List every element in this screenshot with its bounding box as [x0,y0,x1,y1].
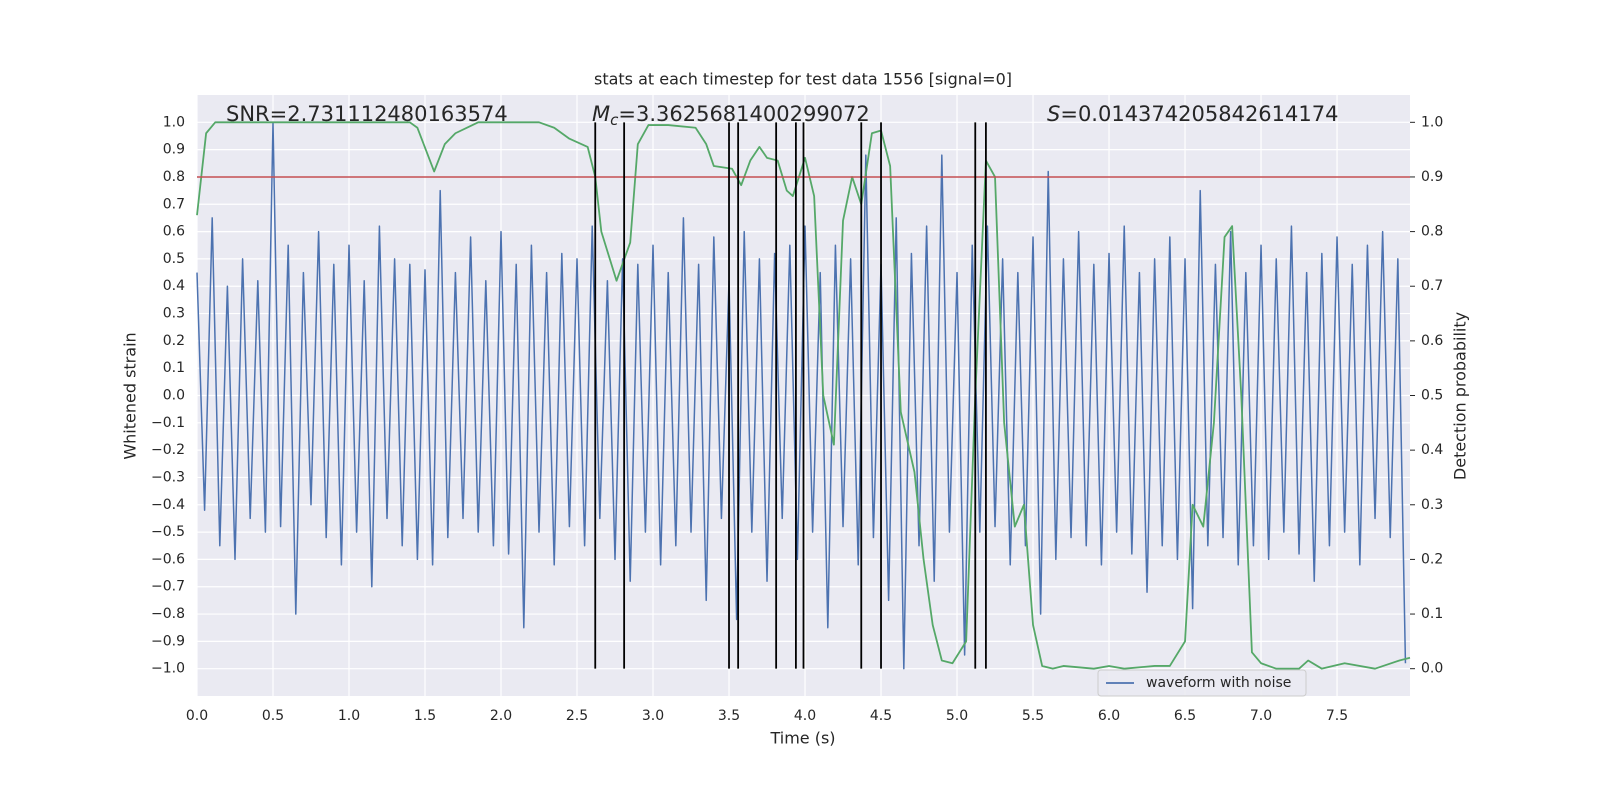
y2-tick-label: 0.9 [1421,169,1443,185]
legend: waveform with noise [1097,669,1307,697]
y-tick-label: −0.6 [151,551,185,567]
chart-title: stats at each timestep for test data 155… [594,70,1012,89]
y-tick-label: 0.9 [163,142,185,158]
x-tick-label: 5.5 [1022,708,1044,724]
y-tick-label: −0.4 [151,497,185,513]
annotation-text: =3.3625681400299072 [618,102,869,126]
y2-tick-label: 1.0 [1421,114,1443,130]
y2-tick-label: 0.0 [1421,661,1443,677]
x-tick-label: 1.0 [338,708,360,724]
y-tick-label: 0.6 [163,224,185,240]
annotation-subscript: c [610,111,619,129]
y-tick-label: −1.0 [151,661,185,677]
annotation: S=0.014374205842614174 [1047,102,1338,126]
y-tick-label: −0.3 [151,469,185,485]
annotation-symbol: M [592,102,610,126]
y2-tick-label: 0.6 [1421,333,1443,349]
y-tick-label: 1.0 [163,114,185,130]
y-tick-label: 0.1 [163,360,185,376]
annotation-symbol: S [1047,102,1060,126]
y-tick-label: −0.1 [151,415,185,431]
x-tick-label: 2.0 [490,708,512,724]
x-tick-label: 3.5 [718,708,740,724]
x-tick-label: 6.0 [1098,708,1120,724]
y-tick-label: −0.7 [151,579,185,595]
annotation: Mc=3.3625681400299072 [592,102,870,129]
annotation: SNR=2.731112480163574 [226,102,508,126]
x-tick-label: 5.0 [946,708,968,724]
y-tick-label: 0.0 [163,388,185,404]
x-tick-label: 1.5 [414,708,436,724]
legend-box [1097,669,1307,697]
y-tick-label: 0.7 [163,196,185,212]
y2-tick-label: 0.7 [1421,278,1443,294]
x-axis-label: Time (s) [769,729,835,748]
x-tick-label: 4.5 [870,708,892,724]
y2-tick-label: 0.4 [1421,442,1443,458]
y-tick-label: 0.3 [163,306,185,322]
x-tick-label: 6.5 [1174,708,1196,724]
y-tick-label: 0.4 [163,278,185,294]
annotation-text: =0.014374205842614174 [1060,102,1338,126]
y-tick-label: −0.8 [151,606,185,622]
x-tick-label: 2.5 [566,708,588,724]
y-tick-label: 0.8 [163,169,185,185]
x-tick-label: 0.0 [186,708,208,724]
y-tick-label: 0.5 [163,251,185,267]
waveform-line [196,121,1407,670]
annotation-text: SNR=2.731112480163574 [226,102,508,126]
y2-tick-label: 0.3 [1421,497,1443,513]
x-tick-label: 0.5 [262,708,284,724]
y2-tick-label: 0.5 [1421,388,1443,404]
y-tick-label: −0.5 [151,524,185,540]
y-tick-label: −0.9 [151,633,185,649]
x-tick-label: 7.5 [1326,708,1348,724]
legend-label: waveform with noise [1146,675,1291,691]
y-tick-label: 0.2 [163,333,185,349]
y2-tick-label: 0.1 [1421,606,1443,622]
y2-axis-label: Detection probability [1451,312,1470,480]
x-tick-label: 7.0 [1250,708,1272,724]
probability-line [196,121,1411,670]
y2-tick-label: 0.2 [1421,551,1443,567]
x-tick-label: 3.0 [642,708,664,724]
y2-tick-label: 0.8 [1421,224,1443,240]
x-tick-label: 4.0 [794,708,816,724]
y-tick-label: −0.2 [151,442,185,458]
y-axis-label: Whitened strain [121,332,140,459]
